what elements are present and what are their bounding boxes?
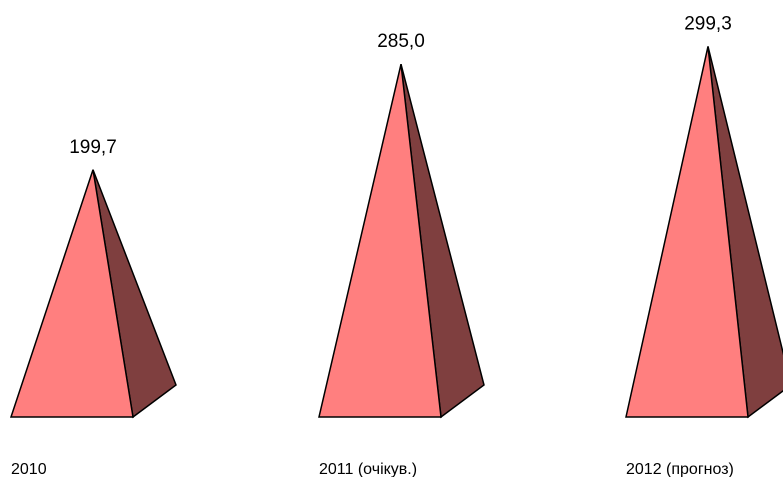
data-label: 299,3 <box>684 13 732 34</box>
data-label: 199,7 <box>69 137 117 158</box>
category-label: 2011 (очікув.) <box>319 461 417 477</box>
pyramid-bar <box>9 169 134 418</box>
category-label: 2012 (прогноз) <box>626 461 734 477</box>
pyramid-bar <box>625 46 749 418</box>
category-label: 2010 <box>11 461 47 477</box>
chart-marks: 199,7 2010 285,0 2011 (очікув.) 299,3 2012 (п… <box>9 13 783 477</box>
pyramid-bar <box>318 64 442 418</box>
data-label: 285,0 <box>377 31 425 52</box>
